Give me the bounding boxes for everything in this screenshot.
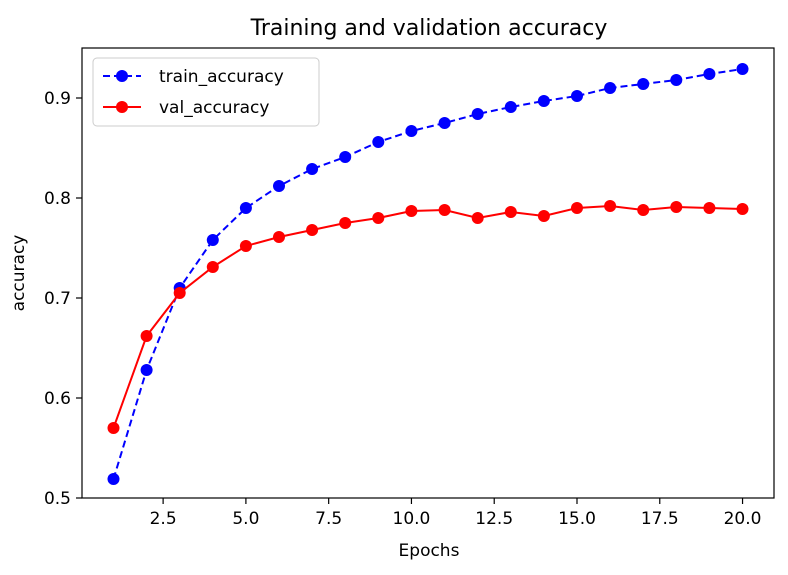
chart-title: Training and validation accuracy	[250, 16, 608, 41]
x-tick-label: 15.0	[558, 509, 596, 529]
y-axis-ticks: 0.5 0.6 0.7 0.8 0.9	[44, 89, 82, 509]
plot-frame	[81, 47, 775, 499]
train-accuracy-point	[405, 125, 418, 137]
val-accuracy-point	[239, 240, 252, 252]
train-accuracy-point	[273, 180, 285, 192]
legend: train_accuracy val_accuracy	[92, 57, 320, 127]
x-tick-label: 20.0	[724, 509, 762, 529]
val-accuracy-point	[736, 203, 749, 215]
x-tick-label: 2.5	[150, 509, 177, 529]
x-tick-label: 5.0	[232, 509, 259, 529]
val-accuracy-point	[438, 204, 451, 216]
train-accuracy-point	[339, 151, 352, 163]
train-accuracy-point	[306, 163, 319, 175]
x-tick-label: 10.0	[393, 509, 431, 529]
train-accuracy-point	[107, 473, 120, 485]
y-axis-label: accuracy	[9, 235, 29, 312]
x-axis-ticks: 2.5 5.0 7.5 10.0 12.5 15.0 17.5 20.0	[150, 498, 762, 529]
train-accuracy-point	[372, 136, 385, 148]
y-tick-label: 0.6	[44, 389, 71, 409]
train-accuracy-point	[604, 82, 617, 94]
series-layer	[107, 63, 749, 485]
x-tick-label: 17.5	[641, 509, 679, 529]
val-accuracy-point	[471, 212, 484, 224]
x-tick-label: 7.5	[315, 509, 342, 529]
val-accuracy-point	[703, 202, 716, 214]
x-tick-label: 12.5	[475, 509, 513, 529]
y-tick-label: 0.9	[44, 89, 71, 109]
legend-val-marker-icon	[116, 101, 128, 113]
train-accuracy-point	[471, 108, 484, 120]
val-accuracy-point	[637, 204, 650, 216]
legend-val-label: val_accuracy	[159, 98, 269, 118]
val-accuracy-point	[273, 231, 285, 243]
val-accuracy-point	[504, 206, 517, 218]
val-accuracy-point	[339, 217, 352, 229]
val-accuracy-point	[173, 287, 186, 299]
train-accuracy-point	[537, 95, 550, 107]
val-accuracy-point	[571, 202, 583, 214]
val-accuracy-point	[604, 200, 617, 212]
train-accuracy-point	[438, 117, 451, 129]
train-accuracy-point	[504, 101, 517, 113]
legend-box	[92, 57, 320, 127]
val-accuracy-point	[140, 330, 153, 342]
train-accuracy-point	[637, 78, 650, 90]
train-accuracy-point	[140, 364, 153, 376]
val-accuracy-point	[206, 261, 219, 273]
val-accuracy-point	[405, 205, 418, 217]
val-accuracy-point	[306, 224, 319, 236]
val-accuracy-point	[372, 212, 385, 224]
y-tick-label: 0.7	[44, 289, 71, 309]
legend-train-label: train_accuracy	[159, 67, 284, 87]
val-accuracy-point	[537, 210, 550, 222]
train-accuracy-point	[703, 68, 716, 80]
val-accuracy-point	[107, 422, 120, 434]
x-axis-label: Epochs	[399, 541, 460, 561]
y-tick-label: 0.5	[44, 489, 71, 509]
train-accuracy-point	[206, 234, 219, 246]
train-accuracy-point	[239, 202, 252, 214]
legend-train-marker-icon	[116, 70, 128, 82]
train-accuracy-point	[736, 63, 749, 75]
val-accuracy-point	[670, 201, 683, 213]
y-tick-label: 0.8	[44, 189, 71, 209]
train-accuracy-point	[571, 90, 583, 102]
train-accuracy-point	[670, 74, 683, 86]
